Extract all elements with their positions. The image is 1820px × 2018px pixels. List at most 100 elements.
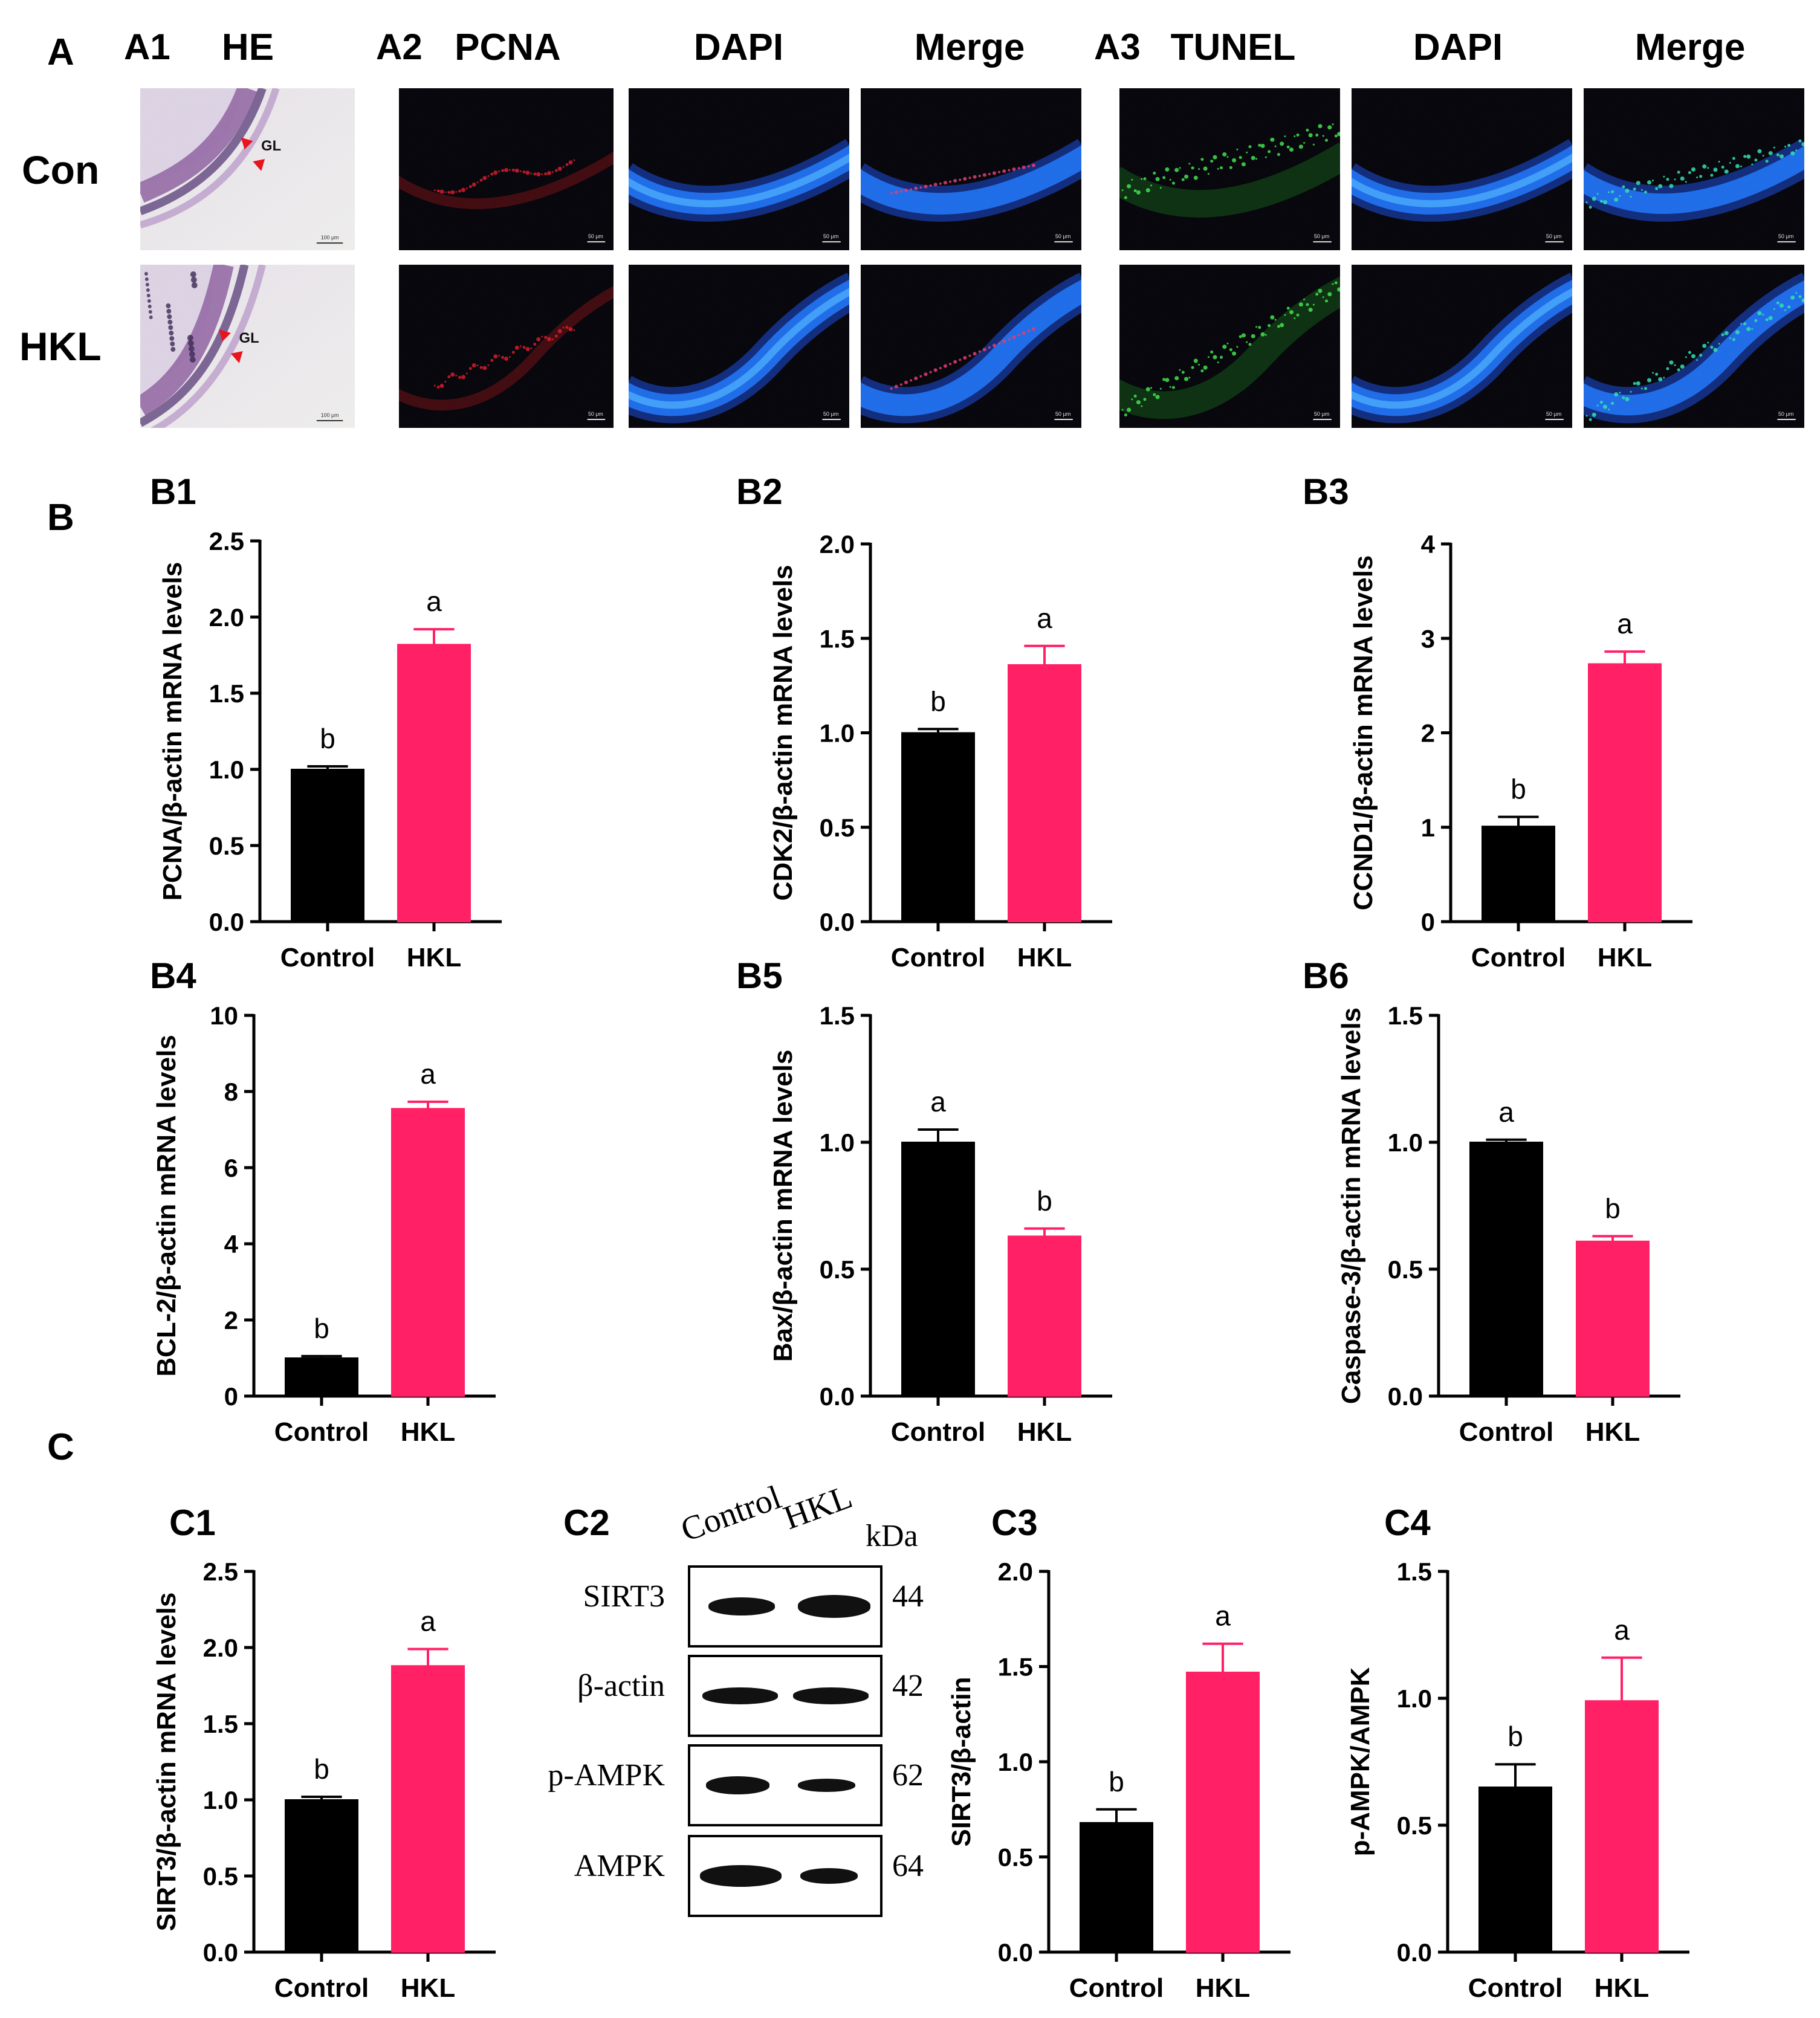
micrograph-pcna-hkl: 50 μm — [399, 265, 614, 428]
y-tick-label: 6 — [224, 1154, 238, 1182]
western-row-label: β-actin — [577, 1669, 665, 1703]
scale-bar-label: 50 μm — [1314, 233, 1330, 239]
significance-letter-control: b — [1507, 1721, 1523, 1752]
x-tick-label-control: Control — [891, 1417, 985, 1447]
bar-hkl — [1585, 1700, 1659, 1953]
significance-letter-control: b — [1109, 1766, 1124, 1797]
western-lane-control: Control — [676, 1478, 786, 1550]
bar-chart-c3: 0.0 0.5 1.0 1.5 2.0 Control b HKL a SIRT3/β-actin — [943, 1493, 1366, 2013]
significance-letter-hkl: b — [1605, 1192, 1621, 1224]
subpanel-label-a1: A1 — [124, 27, 170, 67]
western-kda-header: kDa — [866, 1519, 918, 1553]
micrograph-merge2-hkl: 50 μm — [1584, 265, 1804, 428]
x-tick-label-hkl: HKL — [401, 1417, 455, 1447]
bar-chart-b6: 0.0 0.5 1.0 1.5 Control a HKL b Caspase-3/β-acti… — [1294, 943, 1777, 1463]
y-tick-label: 2.0 — [209, 603, 244, 632]
western-band-hkl — [800, 1868, 858, 1884]
western-band-hkl — [798, 1595, 870, 1618]
y-tick-label: 1.0 — [998, 1748, 1033, 1776]
bar-chart-b3: 0 1 2 3 4 Control b HKL a CCND1/β-actin mRNA leve… — [1294, 465, 1777, 985]
y-tick-label: 0.0 — [820, 908, 855, 936]
y-tick-label: 0.0 — [820, 1382, 855, 1411]
western-blot-strip — [688, 1835, 882, 1917]
micrograph-tunel-con: 50 μm — [1119, 88, 1340, 250]
bar-control — [291, 769, 364, 922]
subpanel-label-b1: B1 — [150, 471, 196, 512]
x-tick-label-control: Control — [280, 943, 375, 972]
y-tick-label: 1.5 — [203, 1710, 238, 1738]
bar-control — [1080, 1822, 1153, 1953]
micrograph-merge2-con: 50 μm — [1584, 88, 1804, 250]
column-label-merge-2: Merge — [1634, 27, 1746, 68]
x-tick-label-control: Control — [1471, 943, 1566, 972]
significance-letter-hkl: a — [420, 1058, 436, 1090]
bar-hkl — [1186, 1671, 1260, 1953]
y-tick-label: 8 — [224, 1078, 238, 1106]
western-band-hkl — [793, 1687, 869, 1704]
micrograph-tunel-hkl: 50 μm — [1119, 265, 1340, 428]
y-tick-label: 1.5 — [209, 679, 244, 708]
scale-bar-label: 50 μm — [1546, 233, 1562, 239]
y-tick-label: 1.0 — [1397, 1684, 1432, 1713]
subpanel-label-c4: C4 — [1384, 1502, 1431, 1543]
scale-bar-label: 50 μm — [1546, 411, 1562, 417]
y-tick-label: 1.0 — [1388, 1128, 1423, 1157]
y-axis-label: CDK2/β-actin mRNA levels — [768, 565, 798, 901]
western-band-control — [706, 1776, 769, 1794]
y-tick-label: 0.0 — [998, 1938, 1033, 1967]
scale-bar-label: 50 μm — [1778, 411, 1794, 417]
significance-letter-hkl: a — [1614, 1614, 1630, 1646]
bar-control — [1469, 1142, 1543, 1397]
subpanel-label-a2: A2 — [376, 27, 423, 67]
bar-hkl — [391, 1108, 465, 1397]
bar-hkl — [1576, 1240, 1650, 1397]
y-tick-label: 0.5 — [820, 813, 855, 842]
y-tick-label: 2.0 — [820, 530, 855, 558]
scale-bar-label: 100 μm — [321, 234, 339, 241]
western-kda-value: 62 — [892, 1758, 924, 1793]
bar-hkl — [391, 1665, 465, 1953]
x-tick-label-hkl: HKL — [407, 943, 461, 972]
western-band-control — [700, 1865, 782, 1887]
y-axis-label: Bax/β-actin mRNA levels — [768, 1050, 798, 1362]
subpanel-label-b3: B3 — [1303, 471, 1349, 512]
scale-bar-label: 50 μm — [1055, 411, 1071, 417]
bar-control — [1478, 1787, 1552, 1953]
subpanel-label-b2: B2 — [736, 471, 783, 512]
micrograph-pcna-con: 50 μm — [399, 88, 614, 250]
western-kda-value: 44 — [892, 1579, 924, 1614]
bar-control — [1482, 826, 1555, 922]
scale-bar-label: 50 μm — [823, 233, 839, 239]
column-label-tunel: TUNEL — [1170, 27, 1296, 68]
x-tick-label-hkl: HKL — [1585, 1417, 1640, 1447]
x-tick-label-control: Control — [1069, 1973, 1164, 2003]
bar-hkl — [1008, 664, 1081, 922]
micrograph-he-con: GL 100 μm — [140, 88, 355, 250]
y-tick-label: 0.5 — [203, 1862, 238, 1890]
y-axis-label: PCNA/β-actin mRNA levels — [158, 562, 187, 901]
y-tick-label: 0.0 — [203, 1938, 238, 1967]
bar-chart-c1: 0.0 0.5 1.0 1.5 2.0 2.5 Control b HKL a SIRT3/β-ac… — [97, 1493, 556, 2013]
bar-chart-b2: 0.0 0.5 1.0 1.5 2.0 Control b HKL a CDK2/β-actin … — [695, 465, 1155, 985]
y-axis-label: CCND1/β-actin mRNA levels — [1349, 555, 1378, 911]
x-tick-label-hkl: HKL — [1017, 1417, 1072, 1447]
y-tick-label: 0 — [224, 1382, 238, 1411]
significance-letter-hkl: a — [420, 1606, 436, 1637]
western-band-control — [702, 1687, 778, 1704]
x-tick-label-control: Control — [1459, 1417, 1553, 1447]
x-tick-label-hkl: HKL — [1598, 943, 1652, 972]
micrograph-dapi-hkl: 50 μm — [1352, 265, 1572, 428]
y-tick-label: 0.5 — [1397, 1811, 1432, 1840]
significance-letter-control: b — [314, 1753, 329, 1785]
bar-control — [901, 1142, 975, 1397]
significance-letter-hkl: a — [1215, 1600, 1231, 1632]
scale-bar-label: 50 μm — [1314, 411, 1330, 417]
subpanel-label-c3: C3 — [991, 1502, 1038, 1543]
bar-control — [901, 732, 975, 922]
bar-hkl — [397, 644, 471, 922]
scale-bar-label: 100 μm — [321, 412, 339, 418]
subpanel-label-b4: B4 — [150, 956, 196, 996]
y-axis-label: BCL-2/β-actin mRNA levels — [152, 1035, 181, 1377]
y-tick-label: 1.5 — [1388, 1001, 1423, 1030]
y-tick-label: 0 — [1421, 908, 1435, 936]
